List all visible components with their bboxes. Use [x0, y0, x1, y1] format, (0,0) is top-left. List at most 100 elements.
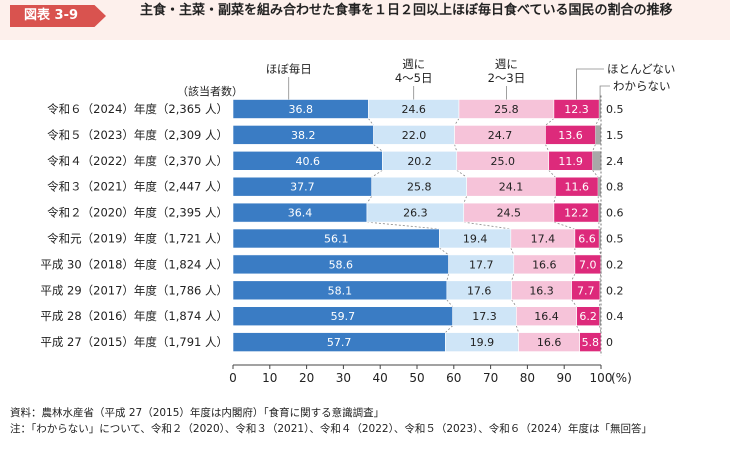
x-tick-label: 100 — [590, 371, 613, 385]
x-tick-label: 30 — [336, 371, 351, 385]
series-connector-line — [439, 247, 449, 256]
x-tick-label: 40 — [373, 371, 388, 385]
series-header-label: 週に — [402, 57, 425, 71]
bar-value-label: 17.7 — [469, 258, 494, 271]
category-label: 平成 28（2016）年度（1,874 人） — [40, 309, 228, 323]
series-connector-line — [553, 221, 575, 230]
bar-segment — [599, 280, 601, 300]
bar-value-label: 19.4 — [463, 233, 488, 246]
series-label-wakaranai: わからない — [613, 79, 671, 93]
figure-title: 主食・主菜・副菜を組み合わせた食事を１日２回以上ほぼ毎日食べている国民の割合の推… — [140, 3, 673, 18]
bar-value-label: 11.6 — [564, 181, 589, 194]
bar-segment — [599, 229, 601, 248]
category-label: 令和元（2019）年度（1,721 人） — [47, 232, 228, 246]
x-tick-label: 0 — [229, 371, 237, 385]
series-connector-line — [366, 221, 440, 230]
bar-value-label: 6.2 — [579, 310, 597, 323]
bar-value-label: 25.8 — [494, 103, 519, 116]
category-label: 平成 29（2017）年度（1,786 人） — [40, 283, 228, 297]
series-connector-line — [511, 273, 515, 281]
category-label: 令和３（2021）年度（2,447 人） — [47, 180, 228, 194]
bar-value-label: 19.9 — [470, 336, 495, 349]
bar-value-label: 56.1 — [324, 233, 349, 246]
category-label: 平成 27（2015）年度（1,791 人） — [40, 335, 228, 349]
x-tick-label: 60 — [446, 371, 461, 385]
series-connector-line — [510, 247, 515, 256]
series-connector-line — [597, 196, 600, 204]
bar-value-label: 0.2 — [606, 258, 624, 271]
bar-value-label: 22.0 — [402, 129, 427, 142]
bar-value-label: 1.5 — [606, 129, 624, 142]
x-tick-label: 80 — [520, 371, 535, 385]
bar-value-label: 0.5 — [606, 233, 624, 246]
x-tick-label: 90 — [557, 371, 572, 385]
series-connector-line — [366, 195, 373, 204]
bar-segment — [555, 176, 599, 197]
bar-value-label: 12.2 — [564, 207, 589, 220]
series-header-label: 4〜5日 — [395, 71, 433, 85]
bar-value-label: 11.9 — [558, 155, 583, 168]
bar-value-label: 58.1 — [328, 284, 353, 297]
bar-value-label: 0.8 — [606, 181, 624, 194]
series-connector-line — [545, 144, 550, 152]
bar-value-label: 36.8 — [288, 103, 313, 116]
bar-segment — [595, 125, 601, 145]
bar-value-label: 57.7 — [327, 336, 352, 349]
bar-value-label: 25.8 — [407, 181, 432, 194]
series-connector-line — [446, 273, 450, 281]
series-header-label: ほぼ毎日 — [266, 62, 312, 76]
bar-value-label: 7.7 — [577, 284, 595, 297]
series-connector-line — [599, 273, 602, 281]
bar-value-label: 0.5 — [606, 103, 624, 116]
series-header-label: 週に — [495, 57, 518, 71]
bar-value-label: 16.6 — [537, 336, 562, 349]
series-connector-line — [515, 325, 519, 333]
bar-value-label: 24.6 — [401, 103, 426, 116]
bar-segment — [579, 332, 602, 352]
bar-value-label: 25.0 — [490, 155, 515, 168]
bar-value-label: 0 — [606, 336, 613, 349]
bar-value-label: 16.4 — [534, 310, 559, 323]
series-leader-wakaranai — [599, 85, 610, 100]
bar-value-label: 24.7 — [488, 129, 513, 142]
x-tick-label: 70 — [483, 371, 498, 385]
series-connector-line — [445, 325, 453, 333]
bar-value-label: 5.8 — [582, 336, 600, 349]
bar-segment — [599, 306, 601, 326]
series-connector-line — [456, 169, 467, 178]
x-axis-unit: (%) — [611, 371, 632, 385]
bar-segment — [576, 306, 600, 327]
series-connector-line — [446, 299, 454, 307]
figure-label: 図表 3-9 — [10, 5, 106, 27]
category-label: 平成 30（2018）年度（1,824 人） — [40, 257, 228, 271]
series-connector-line — [599, 325, 602, 333]
bar-value-label: 24.5 — [497, 207, 522, 220]
bar-value-label: 17.3 — [472, 310, 497, 323]
bar-value-label: 0.2 — [606, 284, 624, 297]
series-connector-line — [511, 299, 517, 307]
series-connector-line — [373, 144, 383, 152]
bar-value-label: 26.3 — [403, 207, 428, 220]
series-connector-line — [571, 299, 578, 307]
series-connector-line — [368, 118, 374, 126]
series-connector-line — [592, 170, 599, 178]
series-label-hotondonai: ほとんどない — [607, 62, 675, 76]
bar-value-label: 16.3 — [529, 284, 554, 297]
series-connector-line — [454, 118, 460, 126]
bar-value-label: 17.6 — [467, 284, 492, 297]
series-header-label: 2〜3日 — [488, 71, 526, 85]
bar-value-label: 38.2 — [291, 129, 316, 142]
bar-value-label: 24.1 — [499, 181, 524, 194]
series-connector-line — [571, 273, 576, 281]
category-label: 令和４（2022）年度（2,370 人） — [47, 154, 228, 168]
bar-value-label: 12.3 — [564, 103, 589, 116]
bar-value-label: 40.6 — [295, 155, 320, 168]
series-connector-line — [545, 118, 555, 126]
series-leader-hotondonai — [576, 68, 604, 100]
bar-value-label: 36.4 — [288, 207, 313, 220]
series-connector-line — [576, 325, 581, 333]
x-tick-label: 10 — [262, 371, 277, 385]
series-connector-line — [454, 144, 458, 152]
series-connector-line — [598, 247, 602, 255]
